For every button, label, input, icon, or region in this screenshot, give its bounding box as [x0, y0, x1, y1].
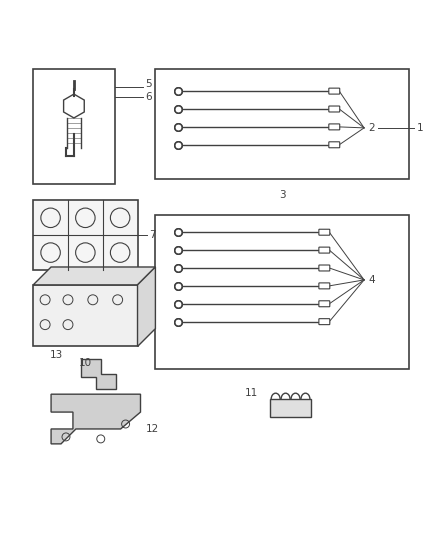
FancyBboxPatch shape — [318, 319, 329, 325]
Text: 7: 7 — [149, 230, 156, 240]
Polygon shape — [81, 359, 115, 389]
Text: 2: 2 — [367, 123, 374, 133]
Bar — [155, 69, 408, 179]
FancyBboxPatch shape — [328, 124, 339, 130]
Text: 12: 12 — [145, 424, 159, 434]
Bar — [33, 69, 114, 183]
Bar — [155, 215, 408, 369]
Bar — [269, 399, 311, 417]
FancyBboxPatch shape — [318, 229, 329, 235]
FancyBboxPatch shape — [318, 265, 329, 271]
FancyBboxPatch shape — [328, 142, 339, 148]
Text: 6: 6 — [145, 92, 152, 102]
Text: 13: 13 — [49, 350, 63, 360]
FancyBboxPatch shape — [328, 88, 339, 94]
Text: 4: 4 — [367, 275, 374, 285]
Text: 3: 3 — [278, 190, 285, 200]
Text: 11: 11 — [244, 388, 257, 398]
Bar — [33, 200, 137, 270]
Polygon shape — [137, 267, 155, 346]
Text: 1: 1 — [416, 123, 422, 133]
FancyBboxPatch shape — [318, 247, 329, 253]
Text: 10: 10 — [78, 358, 92, 368]
Polygon shape — [51, 394, 140, 444]
FancyBboxPatch shape — [318, 283, 329, 289]
Polygon shape — [33, 267, 155, 285]
Bar — [33, 285, 137, 346]
FancyBboxPatch shape — [318, 301, 329, 307]
Text: 5: 5 — [145, 79, 152, 89]
Bar — [53, 270, 83, 285]
FancyBboxPatch shape — [328, 106, 339, 112]
